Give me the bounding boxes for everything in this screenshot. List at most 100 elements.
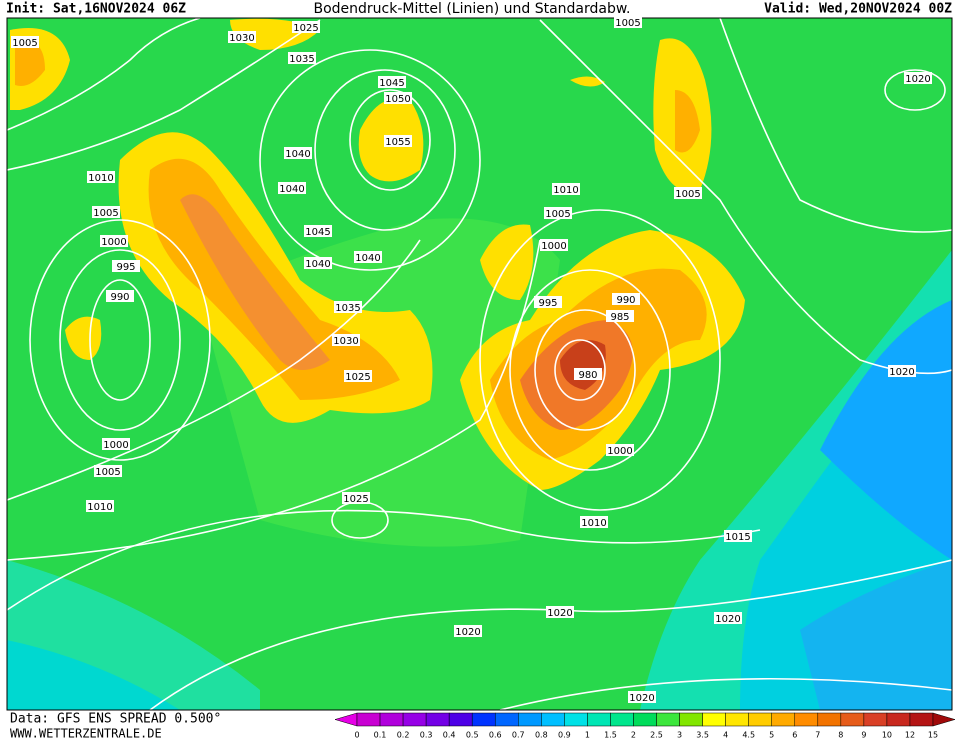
colorbar-swatch bbox=[541, 712, 565, 727]
init-time: Init: Sat,16NOV2024 06Z bbox=[6, 2, 186, 17]
colorbar-label: 0.1 bbox=[374, 731, 387, 740]
isobar-label-box bbox=[292, 21, 320, 33]
isobar-label-box bbox=[546, 606, 574, 618]
isobar-label-box bbox=[552, 183, 580, 195]
isobar-label: 1005 bbox=[615, 18, 640, 29]
colorbar-swatch bbox=[564, 712, 588, 727]
colorbar-swatch bbox=[771, 712, 796, 727]
colorbar-label: 10 bbox=[882, 731, 892, 740]
site-url: WWW.WETTERZENTRALE.DE bbox=[10, 727, 162, 741]
isobar-label-box bbox=[904, 72, 932, 84]
colorbar-swatch bbox=[402, 712, 427, 727]
colorbar-swatch bbox=[518, 712, 542, 727]
isobar-label: 1020 bbox=[889, 367, 914, 378]
colorbar-label: 0.8 bbox=[535, 731, 548, 740]
isobar-label-box bbox=[304, 225, 332, 237]
colorbar-swatch bbox=[379, 712, 404, 727]
colorbar-arrow bbox=[932, 712, 956, 727]
colorbar-label: 2 bbox=[631, 731, 636, 740]
isobar-label: 1020 bbox=[715, 614, 740, 625]
isobar-label-box bbox=[86, 500, 114, 512]
isobar-labels: 1005 1030 1025 1035 1005 1020 1045 1050 1055 1040… bbox=[11, 16, 932, 704]
isobar-label: 1015 bbox=[725, 532, 750, 543]
colorbar-arrow bbox=[334, 712, 358, 727]
isobar-label: 1010 bbox=[87, 502, 112, 513]
isobar-label: 1025 bbox=[293, 23, 318, 34]
isobar-label-box bbox=[574, 368, 602, 380]
isobar-label: 1020 bbox=[905, 74, 930, 85]
isobar-label: 1025 bbox=[343, 494, 368, 505]
isobar-label: 1050 bbox=[385, 94, 410, 105]
isobar-label: 1020 bbox=[547, 608, 572, 619]
colorbar-label: 5 bbox=[769, 731, 774, 740]
isobar-label-box bbox=[724, 530, 752, 542]
colorbar-swatch bbox=[794, 712, 819, 727]
colorbar-swatch bbox=[679, 712, 703, 727]
isobar-label: 1005 bbox=[545, 209, 570, 220]
isobar-label-box bbox=[384, 135, 412, 147]
colorbar-label: 4.5 bbox=[742, 731, 755, 740]
isobar-label: 995 bbox=[116, 262, 135, 273]
valid-time: Valid: Wed,20NOV2024 00Z bbox=[764, 2, 952, 17]
colorbar-label: 3.5 bbox=[696, 731, 709, 740]
colorbar-label: 0.2 bbox=[397, 731, 410, 740]
colorbar-label: 0.6 bbox=[489, 731, 502, 740]
isobar-label-box bbox=[580, 516, 608, 528]
isobar-label-box bbox=[614, 16, 642, 28]
colorbar-label: 0.7 bbox=[512, 731, 525, 740]
isobar-label: 1020 bbox=[455, 627, 480, 638]
isobar-label-box bbox=[11, 36, 39, 48]
isobar-label: 985 bbox=[610, 312, 629, 323]
isobar-label: 1030 bbox=[229, 33, 254, 44]
isobar-label: 1035 bbox=[335, 303, 360, 314]
isobar-label-box bbox=[304, 257, 332, 269]
isobar-label-box bbox=[102, 438, 130, 450]
colorbar-swatch bbox=[656, 712, 680, 727]
isobar-label-box bbox=[544, 207, 572, 219]
isobar-label-box bbox=[378, 76, 406, 88]
isobar-label-box bbox=[674, 187, 702, 199]
isobar-label: 1040 bbox=[285, 149, 310, 160]
isobar-label: 1005 bbox=[95, 467, 120, 478]
isobar-label: 1035 bbox=[289, 54, 314, 65]
colorbar-label: 7 bbox=[815, 731, 820, 740]
spread-field bbox=[7, 18, 952, 710]
isobar-label-box bbox=[540, 239, 568, 251]
isobar-label-box bbox=[228, 31, 256, 43]
colorbar-swatch bbox=[909, 712, 934, 727]
isobar-label: 1005 bbox=[93, 208, 118, 219]
colorbar-label: 0.9 bbox=[558, 731, 571, 740]
isobar-label-box bbox=[454, 625, 482, 637]
isobar-label-box bbox=[332, 334, 360, 346]
isobar-label: 1005 bbox=[12, 38, 37, 49]
colorbar: 0 0.1 0.2 0.3 0.4 0.5 0.6 0.7 0.8 0.9 1 1.5 2 2.5 3 3.5… bbox=[334, 712, 956, 740]
isobar-label-box bbox=[288, 52, 316, 64]
isobar-label-box bbox=[112, 260, 140, 272]
colorbar-swatch bbox=[356, 712, 381, 727]
isobar-label-box bbox=[87, 171, 115, 183]
colorbar-label: 0.3 bbox=[420, 731, 433, 740]
isobar-label: 990 bbox=[616, 295, 635, 306]
isobar-label: 1000 bbox=[541, 241, 566, 252]
isobar-label-box bbox=[354, 251, 382, 263]
isobar-label-box bbox=[888, 365, 916, 377]
isobar-label-box bbox=[628, 691, 656, 703]
isobar-label-box bbox=[106, 290, 134, 302]
colorbar-swatch bbox=[840, 712, 865, 727]
colorbar-label: 0 bbox=[354, 731, 359, 740]
isobar-label: 1040 bbox=[279, 184, 304, 195]
isobar-label: 990 bbox=[110, 292, 129, 303]
isobar-label: 1000 bbox=[103, 440, 128, 451]
isobar-label-box bbox=[384, 92, 412, 104]
isobar-label: 1045 bbox=[305, 227, 330, 238]
colorbar-swatch bbox=[702, 712, 726, 727]
isobar-label-box bbox=[284, 147, 312, 159]
colorbar-label: 1.5 bbox=[604, 731, 617, 740]
isobar-label: 1040 bbox=[305, 259, 330, 270]
colorbar-swatch bbox=[817, 712, 842, 727]
isobar-label-box bbox=[606, 444, 634, 456]
colorbar-swatch bbox=[633, 712, 657, 727]
isobar-label: 1025 bbox=[345, 372, 370, 383]
colorbar-swatch bbox=[748, 712, 772, 727]
